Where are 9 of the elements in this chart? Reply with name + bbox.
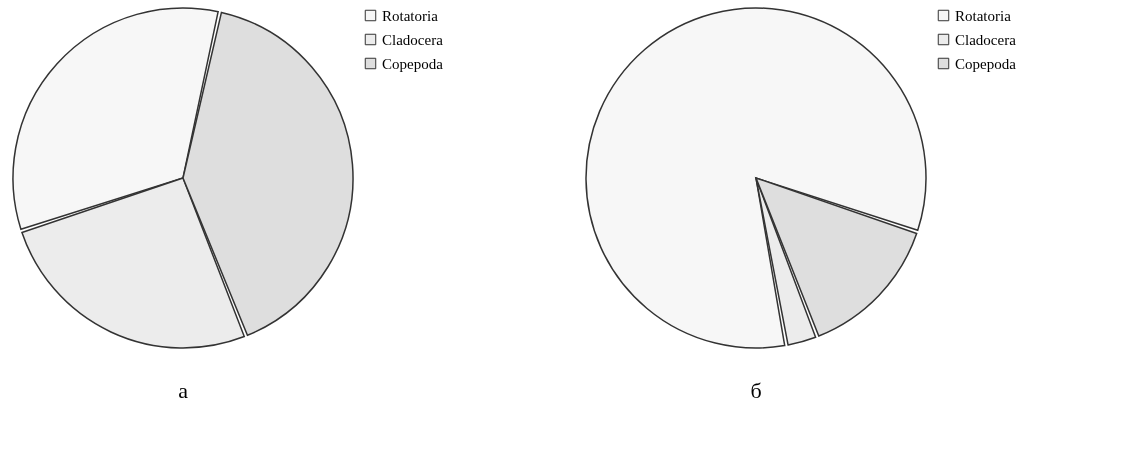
pie-slice: [585, 7, 927, 349]
legend-label: Rotatoria: [382, 7, 439, 24]
legend-label: Cladocera: [382, 31, 444, 48]
legend-label: Cladocera: [955, 31, 1017, 48]
text: б: [750, 378, 762, 403]
legend-label: Rotatoria: [955, 7, 1012, 24]
legend-label: Copepoda: [382, 55, 444, 72]
legend-label: Copepoda: [955, 55, 1017, 72]
text: а: [178, 378, 189, 403]
